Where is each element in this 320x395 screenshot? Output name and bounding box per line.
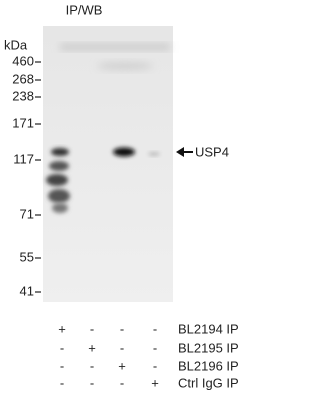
lane-sign: - [120, 340, 124, 355]
marker-label: 238 [12, 88, 34, 103]
lane-sign: - [60, 340, 64, 355]
marker-label: 268 [12, 71, 34, 86]
marker-label: 41 [20, 283, 34, 298]
lane-sign: - [153, 358, 157, 373]
lane-sign: + [58, 321, 66, 336]
lane-sign: - [90, 358, 94, 373]
lane-sign: - [60, 358, 64, 373]
marker-label: 171 [12, 115, 34, 130]
lane-sign: + [88, 340, 96, 355]
lane-sign: - [153, 321, 157, 336]
blot-bands [46, 44, 170, 213]
lane-sign: - [60, 375, 64, 390]
title: IP/WB [66, 2, 103, 17]
marker-label: 117 [13, 151, 34, 166]
band-label: USP4 [195, 144, 229, 159]
lane-sign: - [153, 340, 157, 355]
marker-label: 71 [20, 206, 34, 221]
row-label: BL2195 IP [178, 340, 239, 355]
page: {"title": "IP/WB", "markers": {"unit": "… [4, 2, 239, 391]
figure: IP/WB kDa 460 268 238 171 117 71 55 41 USP4 + - -… [4, 2, 239, 390]
lane-sign: + [151, 375, 159, 390]
marker-unit: kDa [4, 37, 28, 52]
lane-sign: - [90, 375, 94, 390]
lane-sign: + [118, 358, 126, 373]
row-label: Ctrl IgG IP [178, 375, 239, 390]
lane-sign: - [120, 375, 124, 390]
lane-sign: - [120, 321, 124, 336]
band-arrow [176, 147, 193, 157]
row-label: BL2196 IP [178, 358, 239, 373]
marker-label: 460 [12, 53, 34, 68]
marker-label: 55 [20, 249, 34, 264]
lane-sign: - [90, 321, 94, 336]
row-label: BL2194 IP [178, 321, 239, 336]
